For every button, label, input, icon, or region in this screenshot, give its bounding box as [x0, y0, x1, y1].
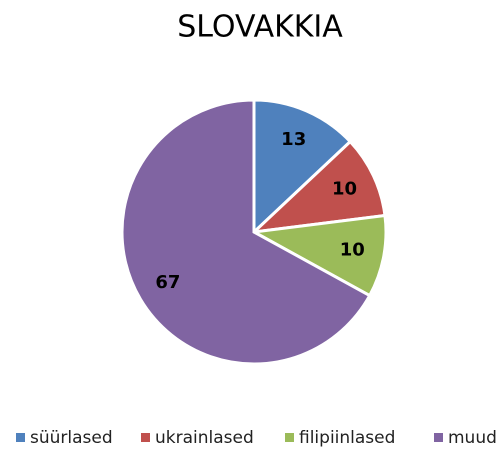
- data-label: 10: [340, 240, 365, 261]
- data-label: 13: [281, 129, 306, 150]
- legend-label: süürlased: [30, 428, 113, 448]
- legend-marker: [16, 433, 25, 442]
- pie-slice: [249, 213, 388, 298]
- chart-title: SLOVAKKIA: [177, 10, 343, 45]
- legend-marker: [285, 433, 294, 442]
- data-label: 67: [155, 272, 180, 293]
- legend-label: filipiinlased: [299, 428, 395, 448]
- legend-label: muud: [448, 428, 497, 448]
- pie-slice: [249, 139, 387, 235]
- legend-marker: [434, 433, 443, 442]
- pie-slice: [120, 98, 372, 366]
- legend-label: ukrainlased: [155, 428, 254, 448]
- pie-slice: [252, 98, 353, 236]
- data-label: 10: [332, 178, 357, 199]
- legend-marker: [141, 433, 150, 442]
